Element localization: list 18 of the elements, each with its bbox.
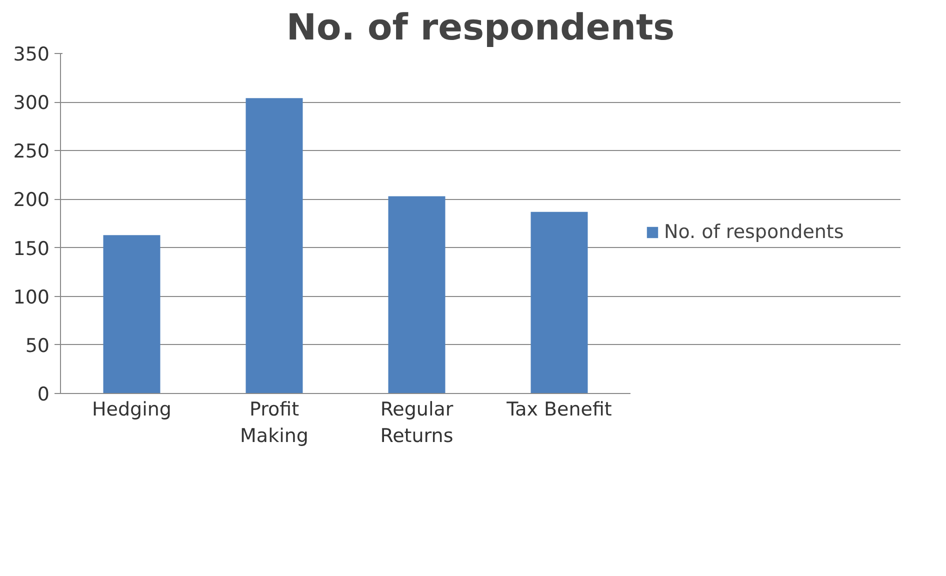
y-tick-label: 250 xyxy=(13,140,50,163)
y-tick-label: 100 xyxy=(13,286,50,308)
y-tick-label: 0 xyxy=(37,384,50,406)
bar xyxy=(530,212,588,394)
x-tick-label: Hedging xyxy=(92,398,172,420)
x-tick-label: Regular Returns xyxy=(380,398,454,447)
y-tick-label: 300 xyxy=(13,92,50,114)
bar xyxy=(246,98,303,394)
y-tick-label: 200 xyxy=(13,189,50,212)
y-tick-label: 150 xyxy=(13,238,50,260)
x-tick-label: Tax Benefit xyxy=(506,398,612,420)
chart-title: No. of respondents xyxy=(286,8,675,48)
x-tick-label: Profit Making xyxy=(240,398,308,447)
y-tick-label: 350 xyxy=(13,44,50,66)
legend-label: No. of respondents xyxy=(664,221,844,243)
y-tick-label: 50 xyxy=(25,334,50,357)
bar xyxy=(388,196,446,394)
bar xyxy=(103,235,160,394)
